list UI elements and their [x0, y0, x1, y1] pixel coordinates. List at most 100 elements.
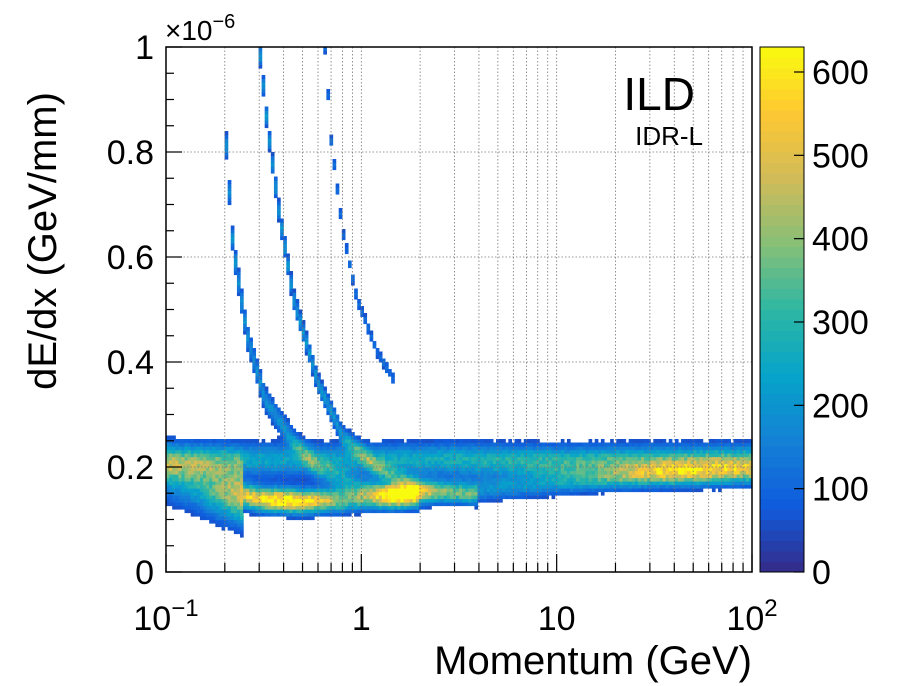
colorbar-swatch [760, 414, 804, 426]
colorbar-swatch [760, 309, 804, 321]
heatmap-cell [209, 519, 213, 524]
heatmap-cell [748, 446, 753, 451]
colorbar-swatch [760, 131, 804, 142]
heatmap-cell [338, 474, 343, 479]
heatmap-cell [335, 449, 340, 454]
heatmap-cell [283, 414, 287, 419]
heatmap-cell [240, 292, 244, 297]
heatmap-cell [548, 481, 553, 486]
heatmap-cell [246, 341, 250, 346]
heatmap-cell [693, 439, 698, 444]
heatmap-cell [566, 491, 571, 496]
heatmap-cell [428, 463, 432, 468]
heatmap-cell [671, 449, 676, 454]
heatmap-cell [320, 460, 324, 465]
heatmap-cell [693, 484, 698, 489]
heatmap-cell [172, 498, 176, 503]
heatmap-cell [570, 446, 574, 451]
heatmap-cell [196, 460, 201, 465]
heatmap-cell [249, 344, 253, 349]
heatmap-cell [261, 92, 266, 97]
heatmap-cell [523, 474, 528, 479]
heatmap-cell [286, 253, 290, 258]
heatmap-cell [187, 488, 192, 493]
heatmap-cell [252, 460, 257, 465]
heatmap-cell [502, 453, 506, 458]
heatmap-cell [576, 460, 580, 465]
heatmap-cell [273, 467, 278, 472]
heatmap-cell [582, 481, 587, 486]
heatmap-cell [332, 453, 337, 458]
heatmap-cell [434, 502, 439, 507]
heatmap-cell [745, 484, 750, 489]
heatmap-cell [357, 512, 361, 517]
heatmap-cell [560, 488, 565, 493]
heatmap-cell [298, 327, 303, 332]
heatmap-cell [230, 484, 235, 489]
heatmap-cell [378, 495, 383, 500]
heatmap-cell [203, 509, 207, 514]
heatmap-cell [486, 495, 491, 500]
heatmap-cell [477, 449, 482, 454]
heatmap-cell [471, 488, 476, 493]
heatmap-cell [292, 495, 297, 500]
colorbar-swatch [760, 288, 804, 300]
heatmap-cell [662, 470, 667, 475]
heatmap-cell [492, 453, 497, 458]
heatmap-cell [391, 446, 395, 451]
heatmap-cell [335, 453, 340, 458]
heatmap-cell [597, 474, 602, 479]
heatmap-cell [428, 453, 432, 458]
heatmap-cell [236, 449, 241, 454]
heatmap-cell [563, 463, 568, 468]
heatmap-cell [314, 372, 318, 377]
heatmap-cell [548, 446, 553, 451]
heatmap-cell [286, 449, 290, 454]
heatmap-cell [745, 439, 750, 444]
heatmap-cell [733, 477, 738, 482]
heatmap-cell [391, 453, 395, 458]
heatmap-cell [699, 463, 704, 468]
heatmap-cell [273, 176, 278, 181]
heatmap-cell [246, 477, 250, 482]
heatmap-cell [718, 439, 722, 444]
heatmap-cell [471, 467, 476, 472]
heatmap-cell [372, 474, 377, 479]
heatmap-cell [714, 470, 719, 475]
heatmap-cell [323, 495, 327, 500]
heatmap-cell [172, 449, 176, 454]
heatmap-cell [338, 484, 343, 489]
heatmap-cell [412, 505, 417, 510]
heatmap-cell [270, 397, 275, 402]
heatmap-cell [338, 449, 343, 454]
heatmap-cell [748, 477, 753, 482]
heatmap-cell [258, 456, 263, 461]
heatmap-cell [187, 442, 192, 447]
heatmap-cell [332, 166, 337, 171]
heatmap-cell [505, 467, 509, 472]
heatmap-cell [529, 460, 534, 465]
heatmap-cell [323, 386, 327, 391]
heatmap-cell [462, 498, 466, 503]
heatmap-cell [354, 512, 358, 517]
heatmap-cell [270, 404, 275, 409]
heatmap-cell [307, 488, 312, 493]
heatmap-cell [341, 229, 346, 234]
heatmap-cell [573, 481, 577, 486]
heatmap-cell [304, 512, 309, 517]
heatmap-cell [372, 460, 377, 465]
heatmap-cell [548, 460, 553, 465]
heatmap-cell [304, 481, 309, 486]
heatmap-cell [597, 453, 602, 458]
heatmap-cell [230, 239, 235, 244]
heatmap-cell [381, 488, 386, 493]
heatmap-cell [307, 351, 312, 356]
heatmap-cell [603, 456, 608, 461]
heatmap-cell [425, 484, 429, 489]
heatmap-cell [434, 495, 439, 500]
heatmap-cell [696, 484, 701, 489]
heatmap-cell [295, 313, 300, 318]
heatmap-cell [252, 446, 257, 451]
heatmap-cell [246, 488, 250, 493]
heatmap-cell [474, 477, 479, 482]
